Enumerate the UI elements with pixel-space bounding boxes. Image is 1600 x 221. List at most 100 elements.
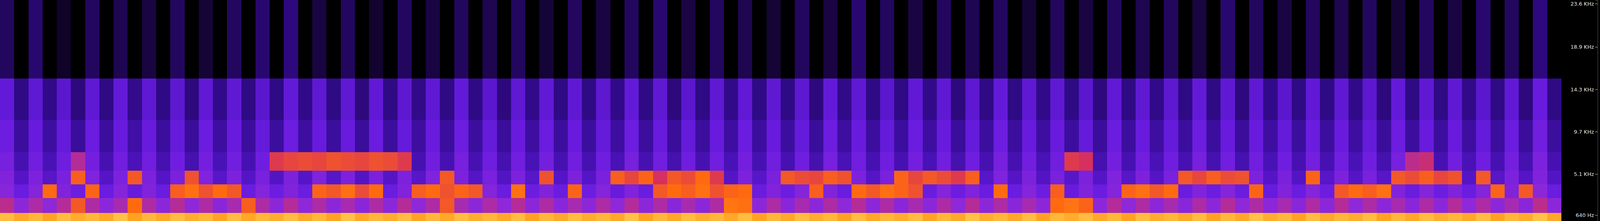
- cell: [695, 78, 710, 120]
- cell: [326, 212, 341, 221]
- cell: [340, 197, 356, 213]
- cell: [369, 197, 384, 213]
- cell: [439, 197, 455, 213]
- cell: [1178, 0, 1193, 79]
- cell: [581, 184, 597, 199]
- cell: [1007, 170, 1023, 185]
- cell: [809, 184, 824, 199]
- cell: [28, 170, 44, 185]
- cell: [894, 78, 909, 120]
- cell: [950, 212, 966, 221]
- tick-mark: [1595, 3, 1598, 5]
- cell: [936, 119, 952, 153]
- cell: [638, 151, 654, 171]
- cell: [1220, 0, 1236, 79]
- cell: [156, 151, 171, 171]
- cell: [1036, 212, 1051, 221]
- cell: [823, 119, 838, 153]
- cell: [142, 78, 157, 120]
- cell: [780, 78, 796, 120]
- cell: [1022, 151, 1037, 171]
- cell: [1263, 170, 1278, 185]
- cell: [1022, 197, 1037, 213]
- cell: [709, 78, 725, 120]
- cell: [383, 212, 398, 221]
- cell: [312, 119, 327, 153]
- cell: [723, 0, 739, 79]
- cell: [766, 197, 782, 213]
- cell: [851, 212, 866, 221]
- cell: [766, 0, 782, 79]
- cell: [340, 78, 356, 120]
- cell: [695, 170, 710, 185]
- cell: [482, 0, 497, 79]
- cell: [993, 212, 1009, 221]
- cell: [1433, 151, 1449, 171]
- cell: [894, 197, 909, 213]
- cell: [525, 0, 540, 79]
- cell: [1334, 212, 1349, 221]
- cell: [298, 151, 313, 171]
- cell: [156, 184, 171, 199]
- cell: [1078, 151, 1094, 171]
- cell: [837, 197, 852, 213]
- cell: [226, 78, 242, 120]
- cell: [1206, 170, 1221, 185]
- cell: [638, 0, 654, 79]
- cell: [255, 184, 271, 199]
- cell: [610, 0, 625, 79]
- cell: [1518, 78, 1534, 120]
- cell: [1078, 119, 1094, 153]
- cell: [624, 0, 640, 79]
- cell: [610, 212, 625, 221]
- cell: [1092, 0, 1108, 79]
- cell: [99, 119, 114, 153]
- cell: [468, 0, 483, 79]
- cell: [1135, 78, 1151, 120]
- cell: [653, 197, 668, 213]
- cell: [1348, 212, 1363, 221]
- cell: [85, 212, 100, 221]
- cell: [1235, 170, 1250, 185]
- cell: [1433, 197, 1449, 213]
- cell: [880, 212, 895, 221]
- cell: [1192, 119, 1207, 153]
- cell: [908, 151, 923, 171]
- cell: [369, 170, 384, 185]
- cell: [894, 119, 909, 153]
- cell: [1291, 0, 1307, 79]
- cell: [1036, 78, 1051, 120]
- cell: [1206, 184, 1221, 199]
- cell: [936, 184, 952, 199]
- cell: [1518, 0, 1534, 79]
- cell: [723, 212, 739, 221]
- cell: [1121, 0, 1137, 79]
- cell: [326, 0, 341, 79]
- tick: 640 Hz: [1575, 212, 1598, 219]
- cell: [1050, 184, 1065, 199]
- cell: [85, 170, 100, 185]
- cell: [723, 78, 739, 120]
- cell: [1348, 119, 1363, 153]
- cell: [624, 184, 640, 199]
- cell: [298, 170, 313, 185]
- cell: [837, 170, 852, 185]
- cell: [241, 151, 256, 171]
- cell: [212, 197, 228, 213]
- cell: [667, 78, 682, 120]
- cell: [42, 212, 58, 221]
- cell: [979, 0, 994, 79]
- cell: [1050, 0, 1065, 79]
- cell: [894, 184, 909, 199]
- cell: [14, 170, 29, 185]
- cell: [1547, 170, 1562, 185]
- cell: [1504, 151, 1520, 171]
- cell: [695, 119, 710, 153]
- cell: [950, 170, 966, 185]
- cell: [823, 170, 838, 185]
- cell: [865, 0, 881, 79]
- cell: [624, 78, 640, 120]
- cell: [56, 170, 72, 185]
- cell: [922, 78, 938, 120]
- cell: [1405, 119, 1420, 153]
